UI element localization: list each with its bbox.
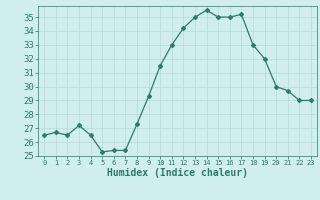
X-axis label: Humidex (Indice chaleur): Humidex (Indice chaleur) [107,168,248,178]
